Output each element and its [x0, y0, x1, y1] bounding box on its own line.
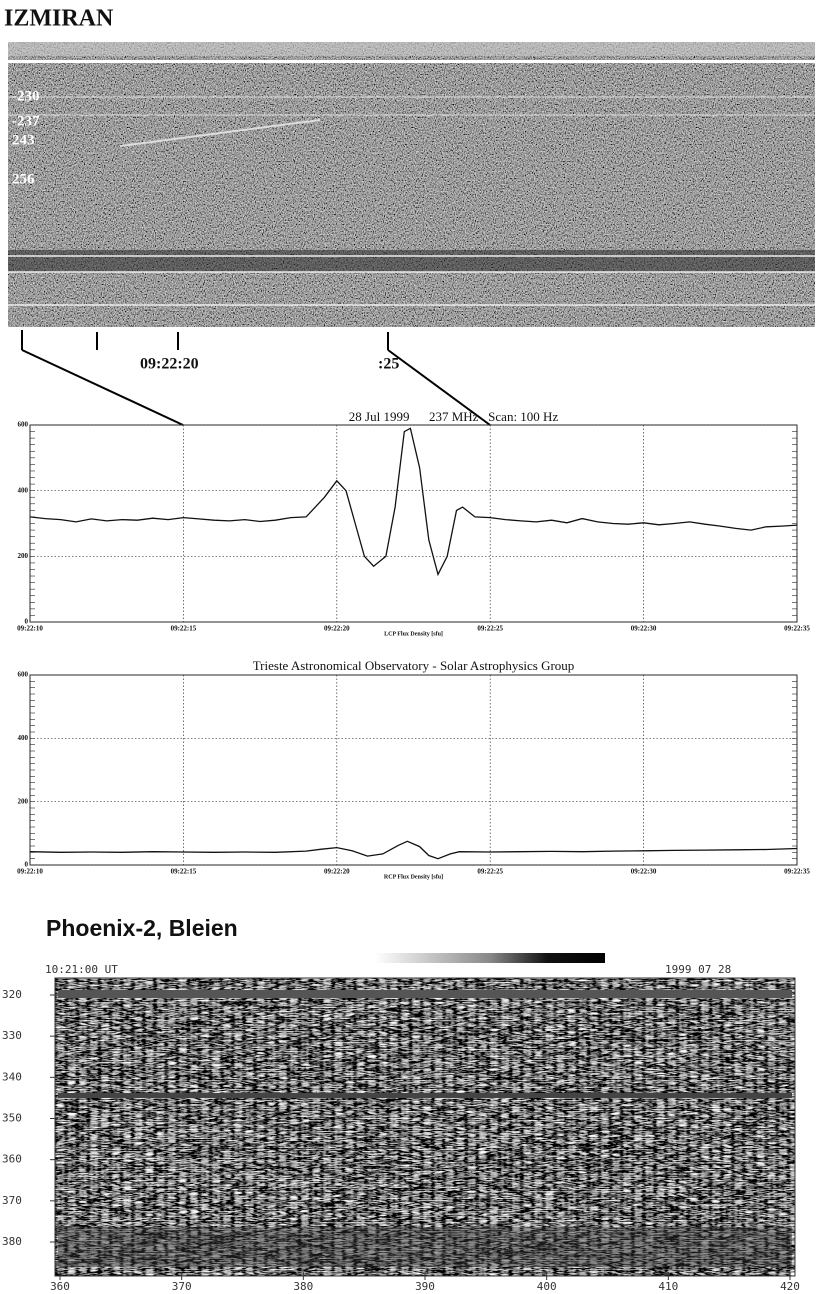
spectrogram-image: [8, 42, 815, 327]
phoenix-spectrogram: [54, 977, 796, 1277]
x-tick-label: 09:22:30: [631, 625, 657, 633]
y-label: 380: [2, 1235, 22, 1248]
x-labels: 360 370 380 390 400 410 420: [50, 1272, 800, 1293]
y-label: 330: [2, 1029, 22, 1042]
y-tick-label: 0: [25, 618, 29, 626]
x-label: 390: [415, 1280, 435, 1293]
x-tick-label: 09:22:10: [17, 625, 43, 633]
chart-title: Trieste Astronomical Observatory - Solar…: [253, 658, 575, 673]
y-label: 340: [2, 1070, 22, 1083]
x-label: 400: [537, 1280, 557, 1293]
freq-label: -230: [12, 88, 40, 104]
plot-frame: [29, 674, 798, 866]
y-tick-label: 200: [18, 797, 29, 805]
freq-label: 243: [12, 132, 35, 148]
plot-frame: [29, 424, 798, 623]
x-tick-label: 09:22:25: [477, 625, 503, 633]
y-labels: 320 330 340 350 360 370 380: [2, 988, 58, 1248]
chart-title: 28 Jul 1999 237 MHz Scan: 100 Hz: [349, 409, 559, 424]
x-tick-label: 09:22:20: [324, 868, 350, 876]
x-label: 410: [658, 1280, 678, 1293]
y-tick-label: 200: [18, 552, 29, 560]
x-label: 360: [50, 1280, 70, 1293]
panel-title: IZMIRAN: [4, 6, 114, 32]
band: [8, 60, 815, 63]
y-label: 320: [2, 988, 22, 1001]
freq-label: -237: [12, 113, 40, 129]
x-axis-label: LCP Flux Density [sfu]: [384, 631, 443, 637]
freq-label: 256: [12, 171, 35, 187]
freq-labels: -230 -237 243 256: [12, 88, 40, 187]
izmiran-spectrogram: [8, 42, 815, 327]
x-label: 420: [780, 1280, 800, 1293]
x-tick-label: 09:22:15: [171, 868, 197, 876]
x-tick-label: 09:22:15: [171, 625, 197, 633]
y-label: 350: [2, 1112, 22, 1125]
y-tick-label: 400: [18, 734, 29, 742]
panel-title: Phoenix-2, Bleien: [46, 915, 238, 941]
x-label: 370: [172, 1280, 192, 1293]
band: [8, 250, 815, 272]
x-axis-label: RCP Flux Density [sfu]: [384, 874, 443, 880]
band: [8, 42, 815, 56]
charts: 0 200 400 600 09:22:10 09:22:15 09:22:20 09:22:…: [17, 409, 810, 880]
band: [58, 990, 792, 998]
y-tick-label: 400: [18, 486, 29, 494]
x-tick-label: 09:22:30: [631, 868, 657, 876]
band: [58, 1227, 792, 1267]
time-label: :25: [378, 356, 399, 373]
flux-line: [29, 427, 798, 577]
flux-line: [29, 840, 798, 860]
x-tick-label: 09:22:10: [17, 868, 43, 876]
colorbar: [375, 953, 605, 963]
y-label: 360: [2, 1153, 22, 1166]
x-tick-label: 09:22:20: [324, 625, 350, 633]
x-tick-label: 09:22:35: [784, 625, 810, 633]
time-ticks: [21, 330, 491, 426]
date-label: 1999 07 28: [665, 963, 731, 976]
burst-drift: [119, 119, 321, 147]
y-label: 370: [2, 1194, 22, 1207]
y-tick-label: 600: [18, 421, 29, 429]
x-tick-label: 09:22:25: [477, 868, 503, 876]
x-label: 380: [293, 1280, 313, 1293]
band: [58, 1093, 792, 1098]
time-label: 10:21:00 UT: [45, 963, 118, 976]
x-tick-label: 09:22:35: [784, 868, 810, 876]
y-tick-label: 0: [25, 861, 29, 869]
spectrogram-image: [55, 978, 795, 1276]
y-tick-label: 600: [18, 671, 29, 679]
time-label: 09:22:20: [140, 356, 199, 373]
